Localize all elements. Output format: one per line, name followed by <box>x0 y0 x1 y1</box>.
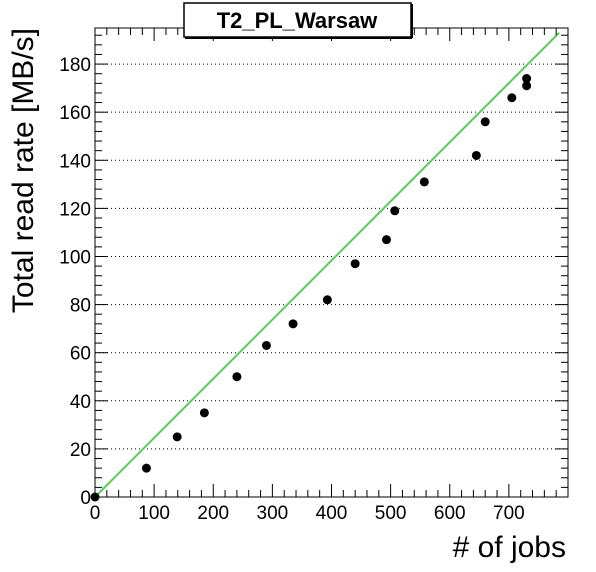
y-tick-label: 20 <box>70 440 91 461</box>
y-axis-label: Total read rate [MB/s] <box>7 28 40 313</box>
y-tick-label: 160 <box>59 103 91 124</box>
y-tick-label: 100 <box>59 247 91 268</box>
grid-lines <box>95 63 568 450</box>
y-tick-label: 60 <box>70 344 91 365</box>
data-point <box>419 177 429 187</box>
data-point <box>507 93 517 103</box>
y-tick-label: 0 <box>80 488 91 509</box>
data-point <box>232 372 242 382</box>
x-tick-label: 500 <box>375 503 407 524</box>
x-tick-label: 300 <box>257 503 289 524</box>
data-point <box>199 408 209 418</box>
y-tick-label: 120 <box>59 199 91 220</box>
data-point <box>522 81 532 91</box>
x-tick-label: 700 <box>493 503 525 524</box>
data-point <box>390 206 400 216</box>
chart-title: T2_PL_Warsaw <box>217 8 378 33</box>
title-box: T2_PL_Warsaw <box>183 2 413 39</box>
y-tick-labels: 0 20 40 60 80 100 120 140 160 180 <box>59 55 91 509</box>
x-tick-labels: 0 100 200 300 400 500 600 700 <box>90 503 525 524</box>
x-tick-label: 600 <box>434 503 466 524</box>
y-tick-label: 180 <box>59 55 91 76</box>
y-tick-label: 140 <box>59 151 91 172</box>
data-point <box>172 432 182 442</box>
fit-line <box>94 32 560 498</box>
data-point <box>522 74 532 84</box>
fit-line-layer <box>94 32 560 498</box>
data-point <box>288 319 298 329</box>
data-point <box>261 340 271 350</box>
data-point <box>141 463 151 473</box>
x-tick-label: 0 <box>90 503 101 524</box>
y-tick-label: 40 <box>70 392 91 413</box>
data-point <box>350 259 360 269</box>
x-tick-label: 200 <box>197 503 229 524</box>
y-tick-label: 80 <box>70 296 91 317</box>
x-tick-label: 100 <box>138 503 170 524</box>
data-points <box>90 74 532 502</box>
x-axis-label: # of jobs <box>453 531 566 564</box>
data-point <box>471 150 481 160</box>
x-tick-label: 400 <box>316 503 348 524</box>
data-point <box>322 295 332 305</box>
data-point <box>381 235 391 245</box>
data-point <box>480 117 490 127</box>
